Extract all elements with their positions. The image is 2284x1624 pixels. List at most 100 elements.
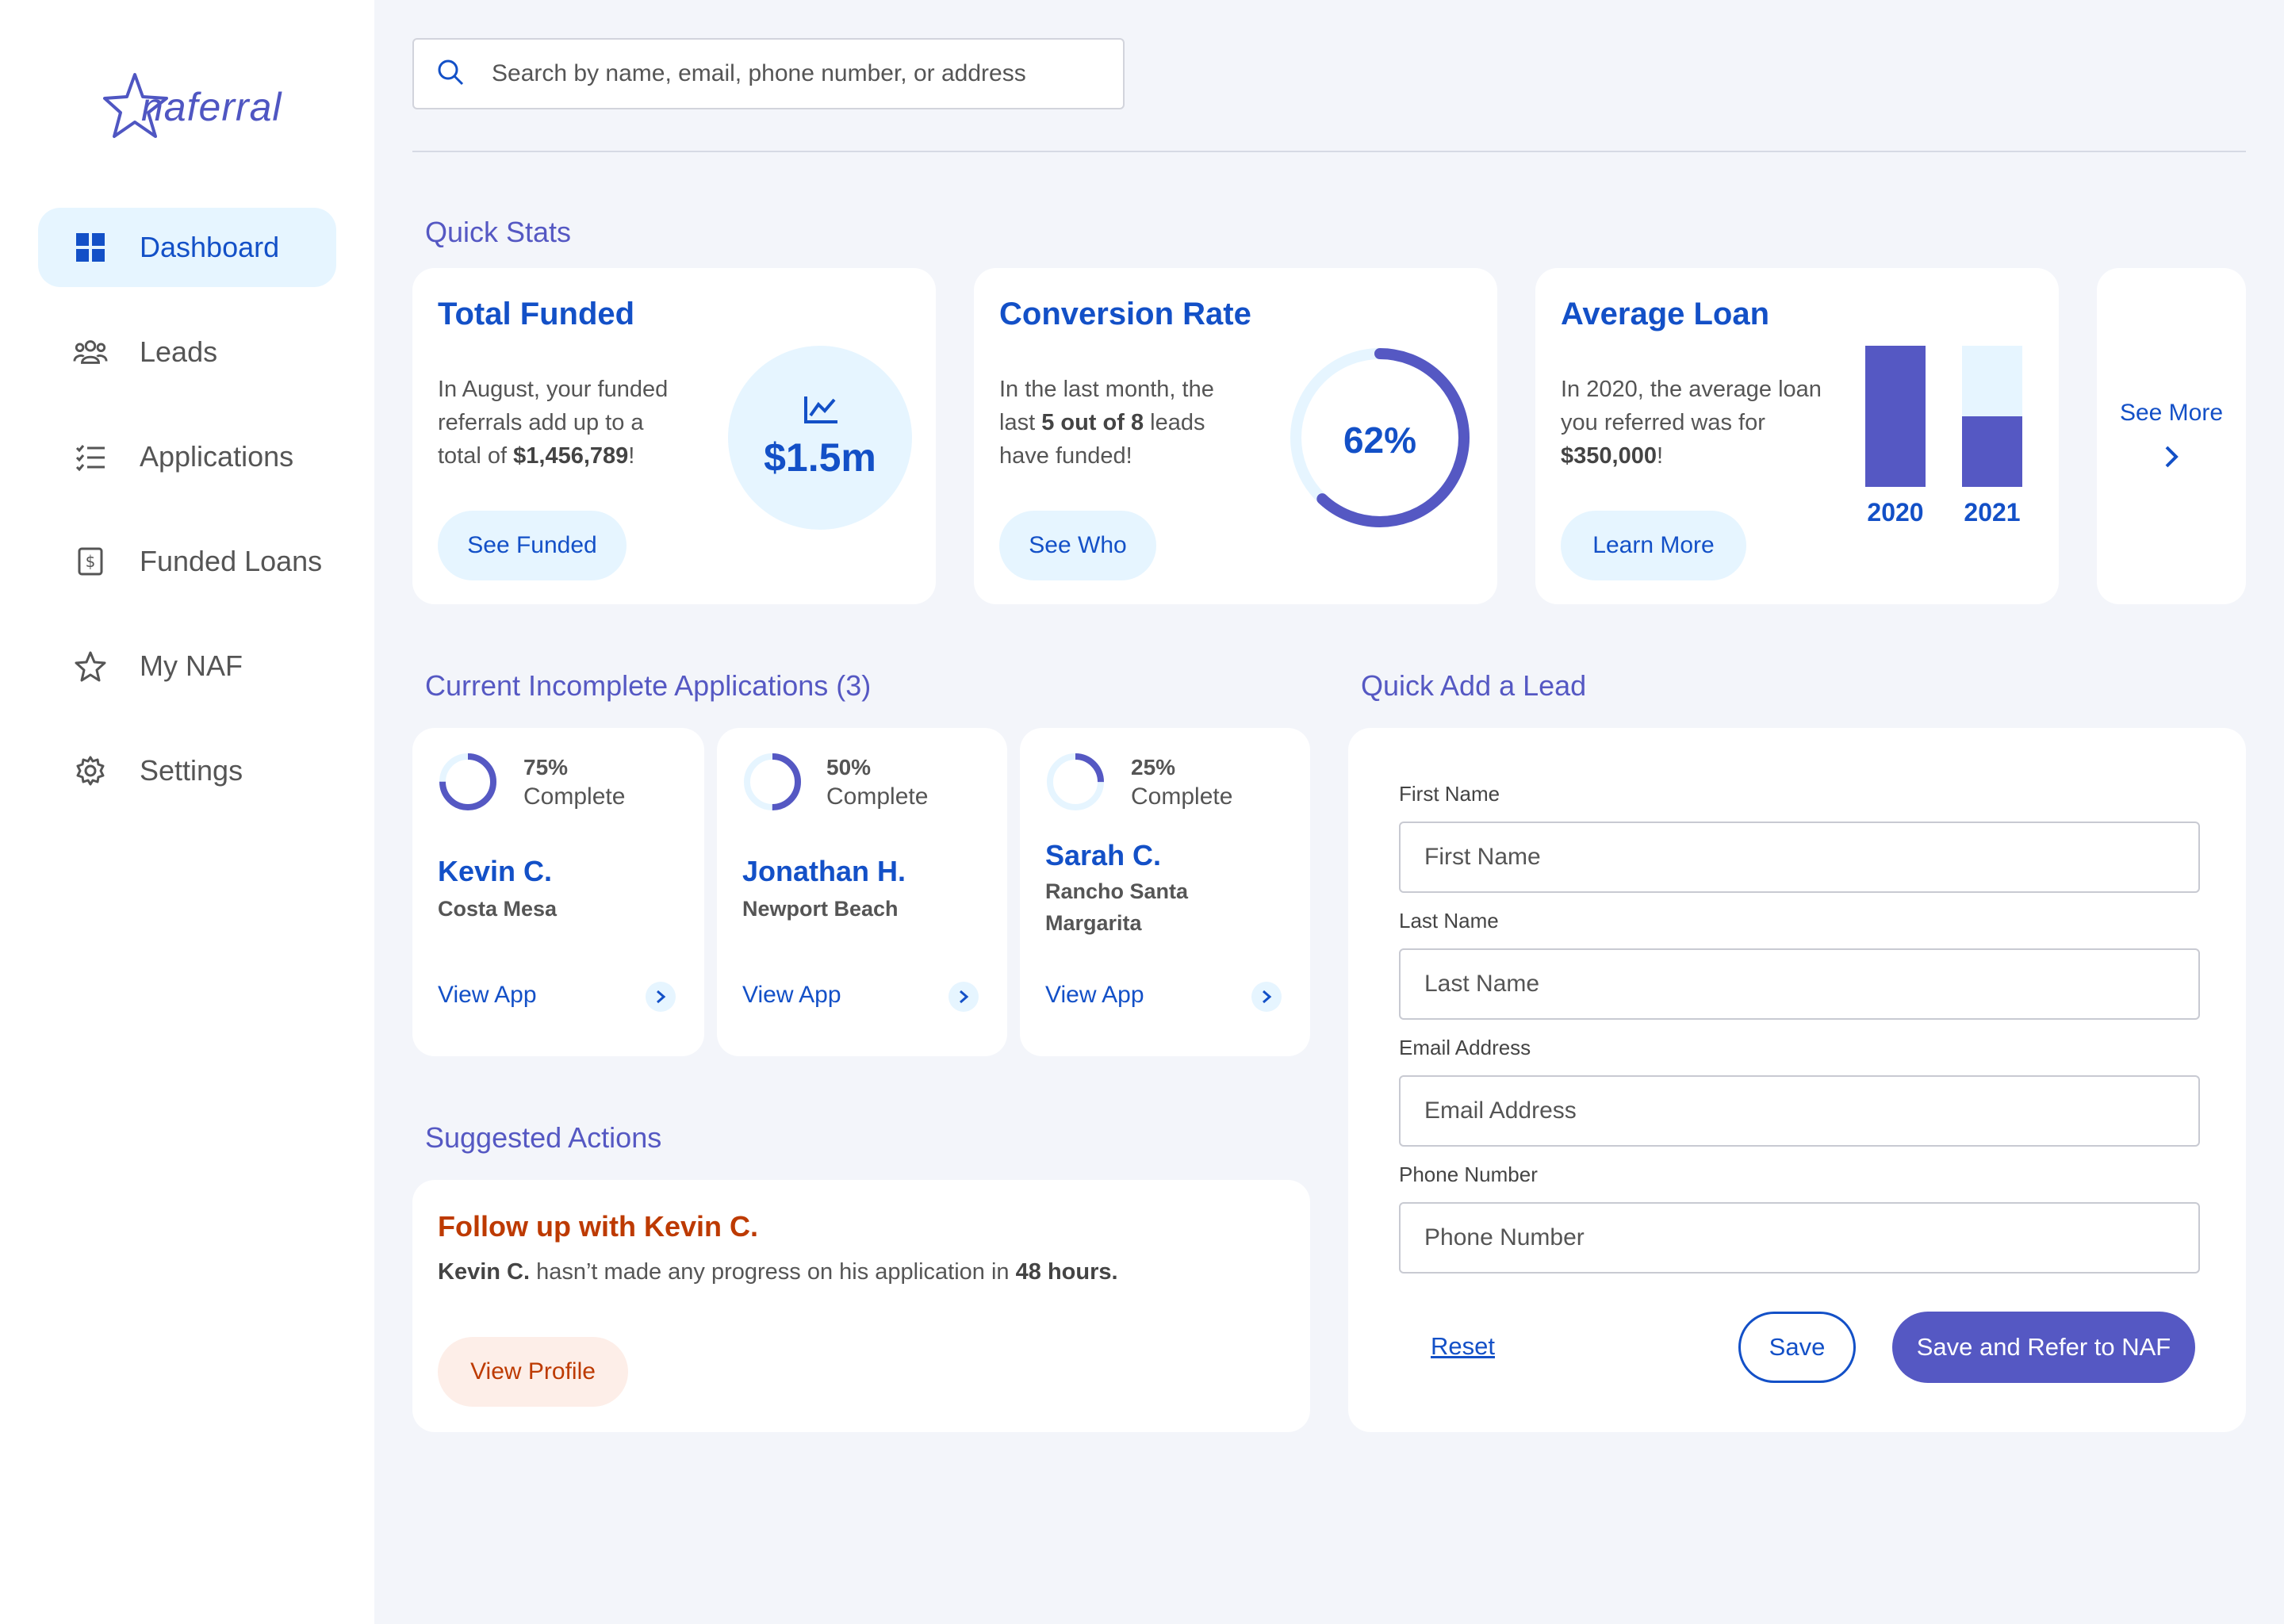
progress-arc [1047, 753, 1104, 810]
progress-arc [744, 753, 801, 810]
sidebar-item-label: Dashboard [140, 231, 280, 263]
suggested-actions-title: Suggested Actions [425, 1121, 662, 1154]
card-title: Conversion Rate [999, 297, 1251, 331]
conversion-donut: 62% [1286, 344, 1473, 531]
action-title: Follow up with Kevin C. [438, 1210, 758, 1243]
trend-chart-icon [804, 396, 837, 423]
dashboard-icon [73, 230, 108, 265]
svg-text:$: $ [86, 552, 96, 571]
sidebar-item-label: Funded Loans [140, 545, 323, 577]
see-more-label: See More [2119, 400, 2224, 426]
see-who-button[interactable]: See Who [999, 511, 1156, 580]
application-card[interactable]: 25% Complete Sarah C. Rancho Santa Marga… [1020, 728, 1310, 1056]
suggested-action-card: Follow up with Kevin C. Kevin C. hasn’t … [412, 1180, 1310, 1432]
sidebar-item-settings[interactable]: Settings [38, 731, 336, 810]
bar-2021-fill [1962, 416, 2022, 487]
card-description: In 2020, the average loan you referred w… [1561, 377, 1822, 469]
sidebar-nav: Dashboard Leads Applications $ Funded Lo… [38, 208, 336, 836]
conversion-arc [1290, 348, 1470, 527]
sidebar-item-dashboard[interactable]: Dashboard [38, 208, 336, 287]
sidebar-item-label: Settings [140, 754, 243, 787]
checklist-icon [73, 439, 108, 474]
applicant-name: Sarah C. [1045, 839, 1162, 871]
phone-label: Phone Number [1399, 1162, 1538, 1186]
star-logo-icon [103, 73, 168, 138]
progress-ring [744, 753, 801, 810]
applicant-name: Kevin C. [438, 855, 553, 887]
dollar-icon: $ [73, 544, 108, 579]
progress-percent: 75% [523, 755, 569, 779]
chevron-right-icon[interactable] [1251, 982, 1282, 1012]
average-loan-card: Average Loan In 2020, the average loan y… [1535, 268, 2059, 604]
progress-ring [1047, 753, 1104, 810]
applicant-city: Newport Beach [742, 897, 899, 921]
applicant-city: Costa Mesa [438, 897, 558, 921]
application-card[interactable]: 50% Complete Jonathan H. Newport Beach V… [717, 728, 1007, 1056]
quick-stats-title: Quick Stats [425, 216, 572, 248]
chevron-right-icon[interactable] [646, 982, 676, 1012]
phone-field[interactable] [1399, 1202, 2200, 1274]
view-app-link[interactable]: View App [1045, 982, 1144, 1008]
quick-add-form: First Name Last Name Email Address Phone… [1348, 728, 2246, 1432]
sidebar-item-label: Leads [140, 335, 218, 368]
card-description: In the last month, the last 5 out of 8 l… [999, 377, 1214, 469]
sidebar-item-applications[interactable]: Applications [38, 417, 336, 496]
sidebar-item-my-naf[interactable]: My NAF [38, 626, 336, 706]
header-divider [412, 151, 2246, 152]
bar-2020-fill [1865, 346, 1926, 487]
sidebar-item-label: Applications [140, 440, 294, 473]
total-funded-card: Total Funded In August, your funded refe… [412, 268, 936, 604]
funded-amount: $1.5m [764, 435, 876, 480]
progress-label: Complete [826, 783, 929, 810]
save-button[interactable]: Save [1738, 1312, 1856, 1383]
email-label: Email Address [1399, 1036, 1531, 1059]
progress-percent: 25% [1131, 755, 1176, 779]
save-and-refer-button[interactable]: Save and Refer to NAF [1892, 1312, 2195, 1383]
progress-arc [439, 753, 496, 810]
applicant-name: Jonathan H. [742, 855, 906, 887]
last-name-field[interactable] [1399, 948, 2200, 1020]
funded-amount-badge: $1.5m [728, 346, 912, 530]
view-app-link[interactable]: View App [742, 982, 841, 1008]
search-bar [412, 38, 1125, 109]
progress-percent: 50% [826, 755, 872, 779]
progress-ring [439, 753, 496, 810]
sidebar-item-leads[interactable]: Leads [38, 312, 336, 392]
learn-more-button[interactable]: Learn More [1561, 511, 1746, 580]
incomplete-apps-title: Current Incomplete Applications (3) [425, 669, 872, 702]
reset-link[interactable]: Reset [1431, 1332, 1495, 1360]
search-icon [436, 58, 465, 90]
card-description: In August, your funded referrals add up … [438, 377, 669, 469]
progress-label: Complete [523, 783, 626, 810]
see-funded-button[interactable]: See Funded [438, 511, 627, 580]
search-input[interactable] [492, 60, 1110, 87]
view-app-link[interactable]: View App [438, 982, 537, 1008]
conversion-percent: 62% [1343, 419, 1417, 461]
sidebar-item-label: My NAF [140, 649, 243, 682]
first-name-label: First Name [1399, 782, 1500, 806]
logo[interactable]: naferral [103, 62, 293, 149]
bar-2021 [1962, 346, 2022, 487]
progress-label: Complete [1131, 783, 1233, 810]
people-icon [73, 335, 108, 370]
action-description: Kevin C. hasn’t made any progress on his… [438, 1259, 1118, 1285]
last-name-label: Last Name [1399, 909, 1499, 933]
first-name-field[interactable] [1399, 822, 2200, 893]
bar-2021-label: 2021 [1964, 498, 2021, 527]
logo-text: naferral [141, 85, 282, 129]
chevron-right-icon [2165, 446, 2179, 468]
gear-icon [73, 753, 108, 788]
sidebar-item-funded-loans[interactable]: $ Funded Loans [38, 522, 336, 601]
view-profile-button[interactable]: View Profile [438, 1337, 628, 1407]
sidebar: naferral Dashboard Leads Applications $ … [0, 0, 374, 1624]
email-field[interactable] [1399, 1075, 2200, 1147]
see-more-card[interactable]: See More [2097, 268, 2246, 604]
bar-2020-label: 2020 [1867, 498, 1924, 527]
card-title: Total Funded [438, 297, 635, 331]
chevron-right-icon[interactable] [948, 982, 979, 1012]
card-title: Average Loan [1561, 297, 1770, 331]
bar-2020 [1865, 346, 1926, 487]
application-card[interactable]: 75% Complete Kevin C. Costa Mesa View Ap… [412, 728, 704, 1056]
applicant-city: Rancho Santa Margarita [1045, 879, 1189, 935]
star-icon [73, 649, 108, 684]
